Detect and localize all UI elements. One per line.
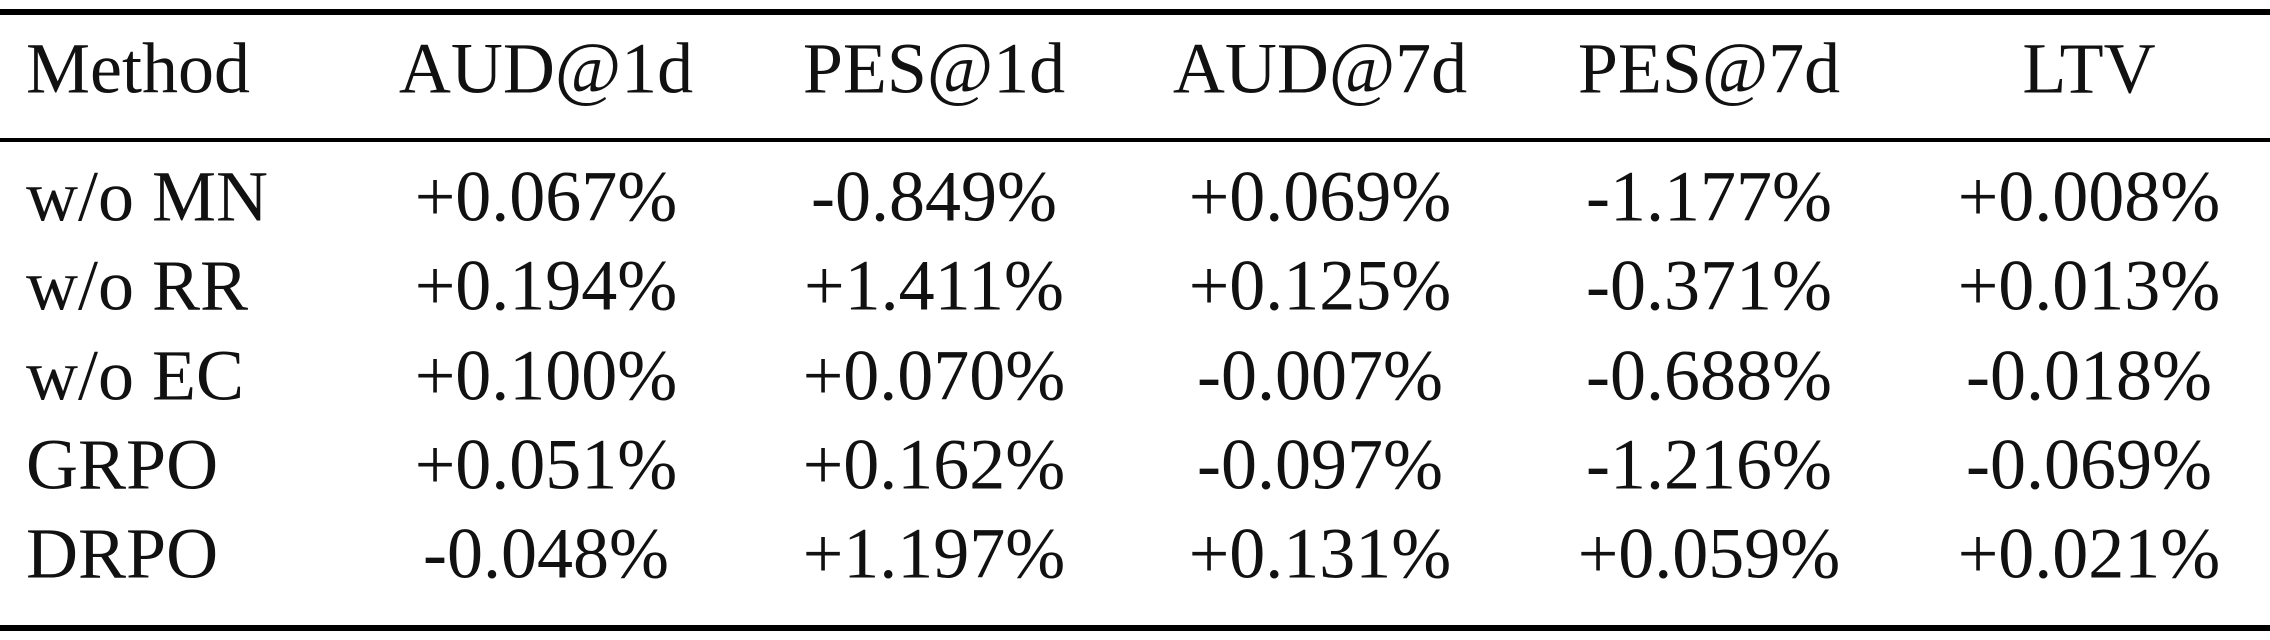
value-cell: +0.013% xyxy=(1958,246,2221,326)
header-cell: LTV xyxy=(2022,29,2155,109)
header-cell: PES@1d xyxy=(803,29,1065,109)
value-cell: +0.125% xyxy=(1189,246,1452,326)
value-cell: +1.197% xyxy=(803,514,1066,594)
method-cell: DRPO xyxy=(26,514,218,594)
method-cell: w/o EC xyxy=(26,336,244,416)
value-cell: -0.849% xyxy=(811,157,1057,237)
header-cell: AUD@7d xyxy=(1173,29,1467,109)
value-cell: +0.070% xyxy=(803,336,1066,416)
value-cell: -0.069% xyxy=(1966,425,2212,505)
value-cell: +0.021% xyxy=(1958,514,2221,594)
value-cell: +0.162% xyxy=(803,425,1066,505)
value-cell: -0.097% xyxy=(1197,425,1443,505)
header-cell: PES@7d xyxy=(1578,29,1840,109)
value-cell: +0.069% xyxy=(1189,157,1452,237)
method-cell: w/o MN xyxy=(26,157,268,237)
value-cell: +0.008% xyxy=(1958,157,2221,237)
method-cell: w/o RR xyxy=(26,246,248,326)
value-cell: -0.371% xyxy=(1586,246,1832,326)
header-cell: Method xyxy=(26,29,250,109)
value-cell: -1.177% xyxy=(1586,157,1832,237)
value-cell: +0.059% xyxy=(1578,514,1841,594)
header-cell: AUD@1d xyxy=(399,29,693,109)
value-cell: -1.216% xyxy=(1586,425,1832,505)
value-cell: +0.051% xyxy=(415,425,678,505)
value-cell: -0.007% xyxy=(1197,336,1443,416)
value-cell: -0.018% xyxy=(1966,336,2212,416)
value-cell: +0.100% xyxy=(415,336,678,416)
value-cell: -0.048% xyxy=(423,514,669,594)
method-cell: GRPO xyxy=(26,425,218,505)
value-cell: +0.067% xyxy=(415,157,678,237)
value-cell: +1.411% xyxy=(804,246,1064,326)
value-cell: -0.688% xyxy=(1586,336,1832,416)
value-cell: +0.194% xyxy=(415,246,678,326)
value-cell: +0.131% xyxy=(1189,514,1452,594)
